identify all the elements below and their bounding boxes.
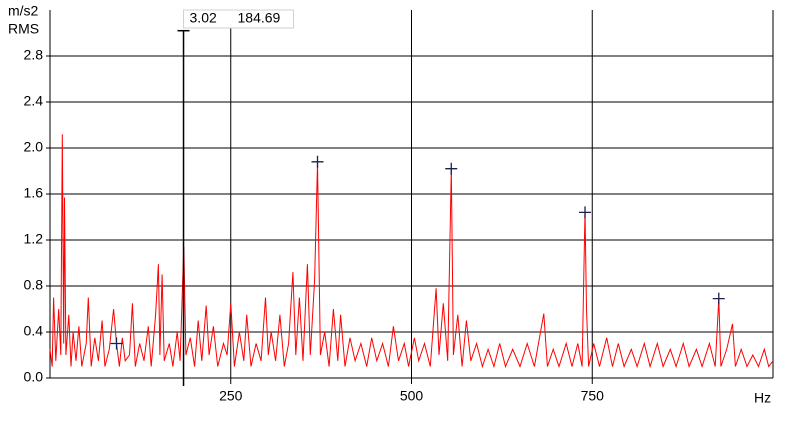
y-tick-label: 0.0: [24, 369, 44, 385]
y-kind-label: RMS: [8, 21, 39, 37]
y-tick-label: 0.4: [24, 323, 44, 339]
peak-marker: [445, 162, 458, 175]
peak-marker: [579, 206, 592, 219]
y-tick-label: 1.2: [24, 231, 44, 247]
cursor-x-readout: 184.69: [238, 10, 281, 26]
cursor-y-readout: 3.02: [190, 10, 217, 26]
peak-marker: [712, 292, 725, 305]
y-unit-label: m/s2: [8, 3, 39, 19]
x-axis-label: Hz: [754, 390, 771, 406]
y-tick-label: 2.8: [24, 47, 44, 63]
y-tick-label: 1.6: [24, 185, 44, 201]
peak-marker: [110, 337, 123, 350]
y-tick-label: 0.8: [24, 277, 44, 293]
peak-marker: [311, 155, 324, 168]
spectrum-line: [49, 134, 774, 369]
y-tick-label: 2.0: [24, 139, 44, 155]
x-tick-label: 750: [581, 388, 605, 404]
cursor-readout-box: [183, 9, 295, 29]
x-tick-label: 500: [400, 388, 424, 404]
y-tick-label: 2.4: [24, 93, 44, 109]
x-tick-label: 250: [219, 388, 243, 404]
